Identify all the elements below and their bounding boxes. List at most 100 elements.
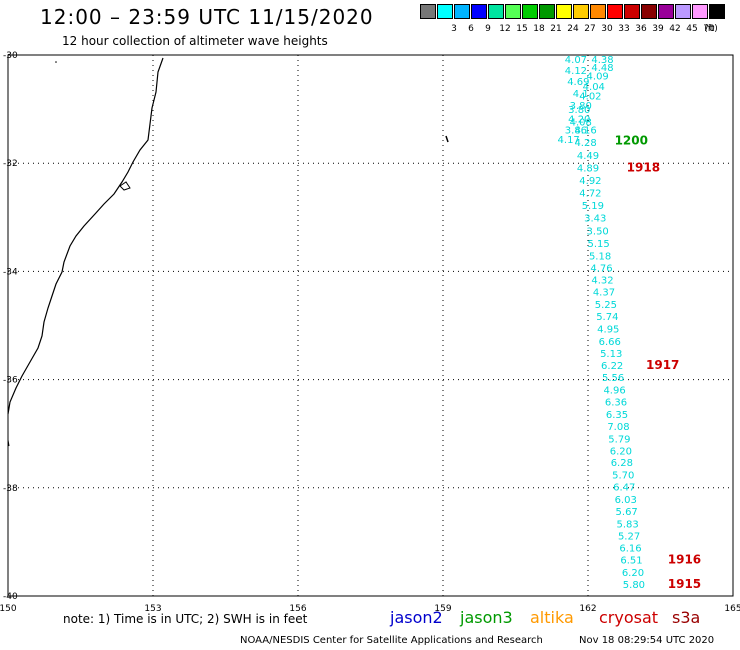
map-subtitle: 12 hour collection of altimeter wave hei… [62, 34, 328, 48]
satellite-legend-altika: altika [530, 608, 574, 627]
map-grid [8, 55, 733, 596]
wave-height-value: 3.80 [570, 101, 592, 112]
scale-tick-label: 36 [635, 24, 647, 34]
satellite-legend-cryosat: cryosat [599, 608, 659, 627]
wave-height-value: 3.86 [565, 125, 587, 136]
wave-height-value: 5.83 [617, 519, 639, 530]
wave-height-value: 4.69 [567, 77, 589, 88]
wave-height-value: 3.43 [584, 214, 606, 225]
scale-tick-label: 9 [485, 24, 491, 34]
wave-height-value: 4.96 [603, 386, 625, 397]
wave-height-value: 5.67 [616, 507, 638, 518]
wave-height-value: 4.49 [577, 151, 599, 162]
wave-height-value: 7.08 [607, 422, 629, 433]
wave-height-value: 4.08 [570, 117, 592, 128]
credit-line: NOAA/NESDIS Center for Satellite Applica… [240, 635, 543, 646]
lon-tick-label: 150 [0, 604, 17, 614]
coastline-inlet [119, 181, 131, 191]
wave-height-value: 4.12 [565, 66, 587, 77]
wave-height-value: 4.95 [597, 325, 619, 336]
scale-tick-label: 30 [601, 24, 613, 34]
pass-time-label: 1917 [646, 358, 679, 372]
pass-time-label: 1918 [627, 160, 660, 174]
lat-tick-label: -34 [3, 267, 18, 277]
wave-height-value: 3.80 [568, 105, 590, 116]
scale-swatch [539, 4, 555, 19]
scale-tick-label: 70 [703, 24, 715, 34]
wave-height-value: 5.18 [589, 251, 611, 262]
scale-tick-label: 24 [567, 24, 579, 34]
wave-height-value: 5.27 [618, 532, 640, 543]
scale-tick-label: 39 [652, 24, 664, 34]
lon-tick-label: 162 [579, 604, 596, 614]
wave-height-value: 6.35 [606, 410, 628, 421]
wave-height-value: 5.13 [600, 349, 622, 360]
wave-height-value: 4.76 [590, 263, 612, 274]
lon-tick-label: 156 [289, 604, 306, 614]
wave-height-value: 6.66 [599, 337, 621, 348]
wave-height-value: 4.09 [587, 71, 609, 82]
scale-tick-label: 6 [468, 24, 474, 34]
scale-tick-label: 15 [516, 24, 528, 34]
scale-tick-label: 45 [686, 24, 698, 34]
wave-height-value: 6.51 [620, 556, 642, 567]
scale-tick-label: 12 [499, 24, 511, 34]
coastline [7, 57, 449, 447]
island-mark [445, 135, 449, 143]
scale-tick-label: 33 [618, 24, 630, 34]
scale-swatch [590, 4, 606, 19]
wave-height-value: 5.25 [595, 300, 617, 311]
pass-time-label: 1916 [668, 553, 701, 567]
lat-tick-label: -36 [3, 376, 18, 386]
wave-height-value: 6.47 [613, 483, 635, 494]
axis-tick-labels: 150 153 156 159 162 165 -30 -32 -34 -36 -38 -40 [0, 51, 740, 614]
wave-height-value: 4.16 [574, 125, 596, 136]
wave-height-value: 6.20 [610, 446, 632, 457]
satellite-legend-s3a: s3a [672, 608, 701, 627]
wave-height-value: 6.22 [601, 361, 623, 372]
wave-height-value: 4.37 [593, 288, 615, 299]
wave-height-value: 3.50 [587, 227, 609, 238]
wave-height-value: 5.56 [602, 373, 624, 384]
scale-swatch [573, 4, 589, 19]
lat-tick-label: -40 [3, 592, 18, 602]
wave-height-value: 4.02 [579, 91, 601, 102]
scale-swatch [641, 4, 657, 19]
wave-height-value: 6.36 [605, 398, 627, 409]
lon-tick-label: 153 [144, 604, 161, 614]
scale-tick-label: 21 [550, 24, 562, 34]
scale-tick-label: 3 [451, 24, 457, 34]
scale-swatch [675, 4, 691, 19]
wave-height-value: 6.20 [622, 568, 644, 579]
wave-height-observations: 4.07 4.384.12 4.484.694.094.044.14.023.803… [558, 55, 646, 591]
wave-height-value: 4.17 [558, 135, 580, 146]
island-mark [55, 61, 57, 63]
scale-unit-label: (ft) [704, 24, 718, 34]
wave-height-value: 4.48 [591, 63, 613, 74]
wave-height-value: 6.28 [611, 458, 633, 469]
scale-swatch [420, 4, 436, 19]
map-frame [7, 54, 734, 597]
scale-tick-label: 18 [533, 24, 545, 34]
wave-height-value: 5.74 [596, 312, 618, 323]
scale-swatch [488, 4, 504, 19]
scale-swatch [522, 4, 538, 19]
wave-height-value: 4.72 [579, 189, 601, 200]
lat-tick-label: -38 [3, 484, 18, 494]
wave-height-value: 4.89 [577, 163, 599, 174]
map-title: 12:00 – 23:59 UTC 11/15/2020 [40, 5, 374, 29]
pass-time-labels: 1200 1918 1917 1916 1915 [615, 133, 702, 591]
lon-tick-label: 165 [724, 604, 740, 614]
wave-height-value: 4.32 [591, 275, 613, 286]
scale-tick-label: 42 [669, 24, 681, 34]
pass-time-label: 1915 [668, 577, 701, 591]
wave-height-value: 6.16 [619, 544, 641, 555]
wave-height-value: 4.04 [583, 82, 605, 93]
scale-swatch [437, 4, 453, 19]
scale-tick-label: 27 [584, 24, 596, 34]
pass-time-label: 1200 [615, 133, 648, 147]
scale-swatch [692, 4, 708, 19]
wave-height-value: 4.1 [573, 89, 589, 100]
wave-height-value: 4.28 [574, 138, 596, 149]
